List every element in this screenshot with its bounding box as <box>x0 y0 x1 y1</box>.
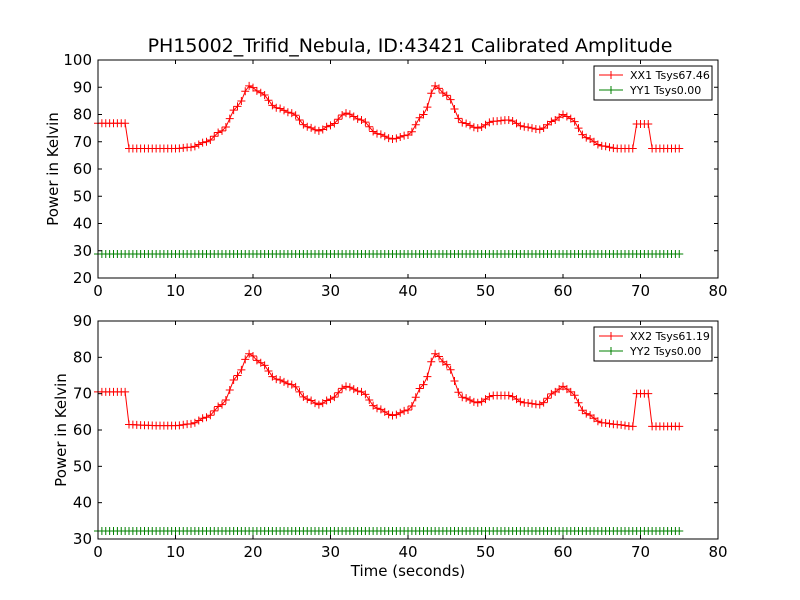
legend-entry-xx2: XX2 Tsys61.19 <box>599 330 710 343</box>
top-plot-x-tick-label: 20 <box>243 282 262 300</box>
bottom-plot-y-tick-label: 40 <box>73 494 92 512</box>
bottom-plot-y-tick-label: 90 <box>73 312 92 330</box>
bottom-plot-x-tick-label: 30 <box>321 543 340 561</box>
bottom-plot-x-tick-label: 0 <box>93 543 103 561</box>
bottom-plot-panel: 0 10 20 30 40 50 60 70 80 30 40 50 60 70 80 90 Power in… <box>52 312 728 580</box>
bottom-plot-x-axis-label: Time (seconds) <box>350 562 466 580</box>
top-plot-y-tick-label: 30 <box>73 242 92 260</box>
top-plot-legend: XX1 Tsys67.46 YY1 Tsys0.00 <box>593 65 713 101</box>
top-plot-x-tick-label: 60 <box>553 282 572 300</box>
bottom-plot-x-tick-label: 40 <box>398 543 417 561</box>
bottom-plot-ticks: 0 10 20 30 40 50 60 70 80 30 40 50 60 70 80 90 <box>73 312 728 561</box>
series-markers-yy2 <box>94 527 684 536</box>
series-markers-xx2 <box>94 349 684 431</box>
top-plot-x-tick-label: 30 <box>321 282 340 300</box>
legend-label-yy1: YY1 Tsys0.00 <box>629 84 701 97</box>
top-plot-x-tick-label: 40 <box>398 282 417 300</box>
bottom-plot-y-tick-label: 50 <box>73 457 92 475</box>
bottom-plot-x-tick-label: 10 <box>166 543 185 561</box>
legend-entry-xx1: XX1 Tsys67.46 <box>599 69 710 82</box>
top-plot-y-tick-label: 20 <box>73 269 92 287</box>
legend-entry-yy1: YY1 Tsys0.00 <box>599 84 701 97</box>
top-plot-series-group <box>94 81 684 259</box>
top-plot-ticks: 0 10 20 30 40 50 60 70 80 20 30 40 50 60 70 80 90 100 <box>63 51 727 300</box>
legend-marker-yy1 <box>607 86 615 94</box>
legend-label-yy2: YY2 Tsys0.00 <box>629 345 701 358</box>
legend-marker-yy2 <box>607 347 615 355</box>
legend-marker-xx1 <box>607 71 615 79</box>
bottom-plot-y-tick-label: 60 <box>73 421 92 439</box>
bottom-plot-y-tick-label: 70 <box>73 385 92 403</box>
bottom-plot-x-tick-label: 80 <box>708 543 727 561</box>
bottom-plot-x-tick-label: 70 <box>631 543 650 561</box>
top-plot-y-tick-label: 80 <box>73 106 92 124</box>
top-plot-panel: 0 10 20 30 40 50 60 70 80 20 30 40 50 60 70 80 90 100 Pow… <box>44 51 728 300</box>
bottom-plot-y-tick-label: 80 <box>73 348 92 366</box>
top-plot-y-tick-label: 40 <box>73 215 92 233</box>
bottom-plot-y-tick-label: 30 <box>73 530 92 548</box>
top-plot-x-tick-label: 80 <box>708 282 727 300</box>
legend-label-xx2: XX2 Tsys61.19 <box>630 330 710 343</box>
top-plot-x-tick-label: 70 <box>631 282 650 300</box>
top-plot-x-tick-label: 10 <box>166 282 185 300</box>
bottom-plot-x-tick-label: 20 <box>243 543 262 561</box>
top-plot-y-tick-label: 90 <box>73 78 92 96</box>
legend-marker-xx2 <box>607 332 615 340</box>
bottom-plot-x-tick-label: 50 <box>476 543 495 561</box>
top-plot-y-tick-label: 60 <box>73 160 92 178</box>
legend-label-xx1: XX1 Tsys67.46 <box>630 69 710 82</box>
top-plot-y-tick-label: 100 <box>63 51 92 69</box>
top-plot-x-tick-label: 50 <box>476 282 495 300</box>
bottom-plot-x-tick-label: 60 <box>553 543 572 561</box>
bottom-plot-legend-box <box>593 326 713 362</box>
bottom-plot-series-group <box>94 349 684 536</box>
bottom-plot-y-axis-label: Power in Kelvin <box>52 373 70 487</box>
legend-entry-yy2: YY2 Tsys0.00 <box>599 345 701 358</box>
bottom-plot-legend: XX2 Tsys61.19 YY2 Tsys0.00 <box>593 326 713 362</box>
top-plot-y-tick-label: 50 <box>73 187 92 205</box>
top-plot-y-axis-label: Power in Kelvin <box>44 112 62 226</box>
top-plot-legend-box <box>593 65 713 101</box>
top-plot-y-tick-label: 70 <box>73 133 92 151</box>
top-plot-x-tick-label: 0 <box>93 282 103 300</box>
chart-title: PH15002_Trifid_Nebula, ID:43421 Calibrat… <box>148 35 673 57</box>
series-markers-yy1 <box>94 250 684 259</box>
